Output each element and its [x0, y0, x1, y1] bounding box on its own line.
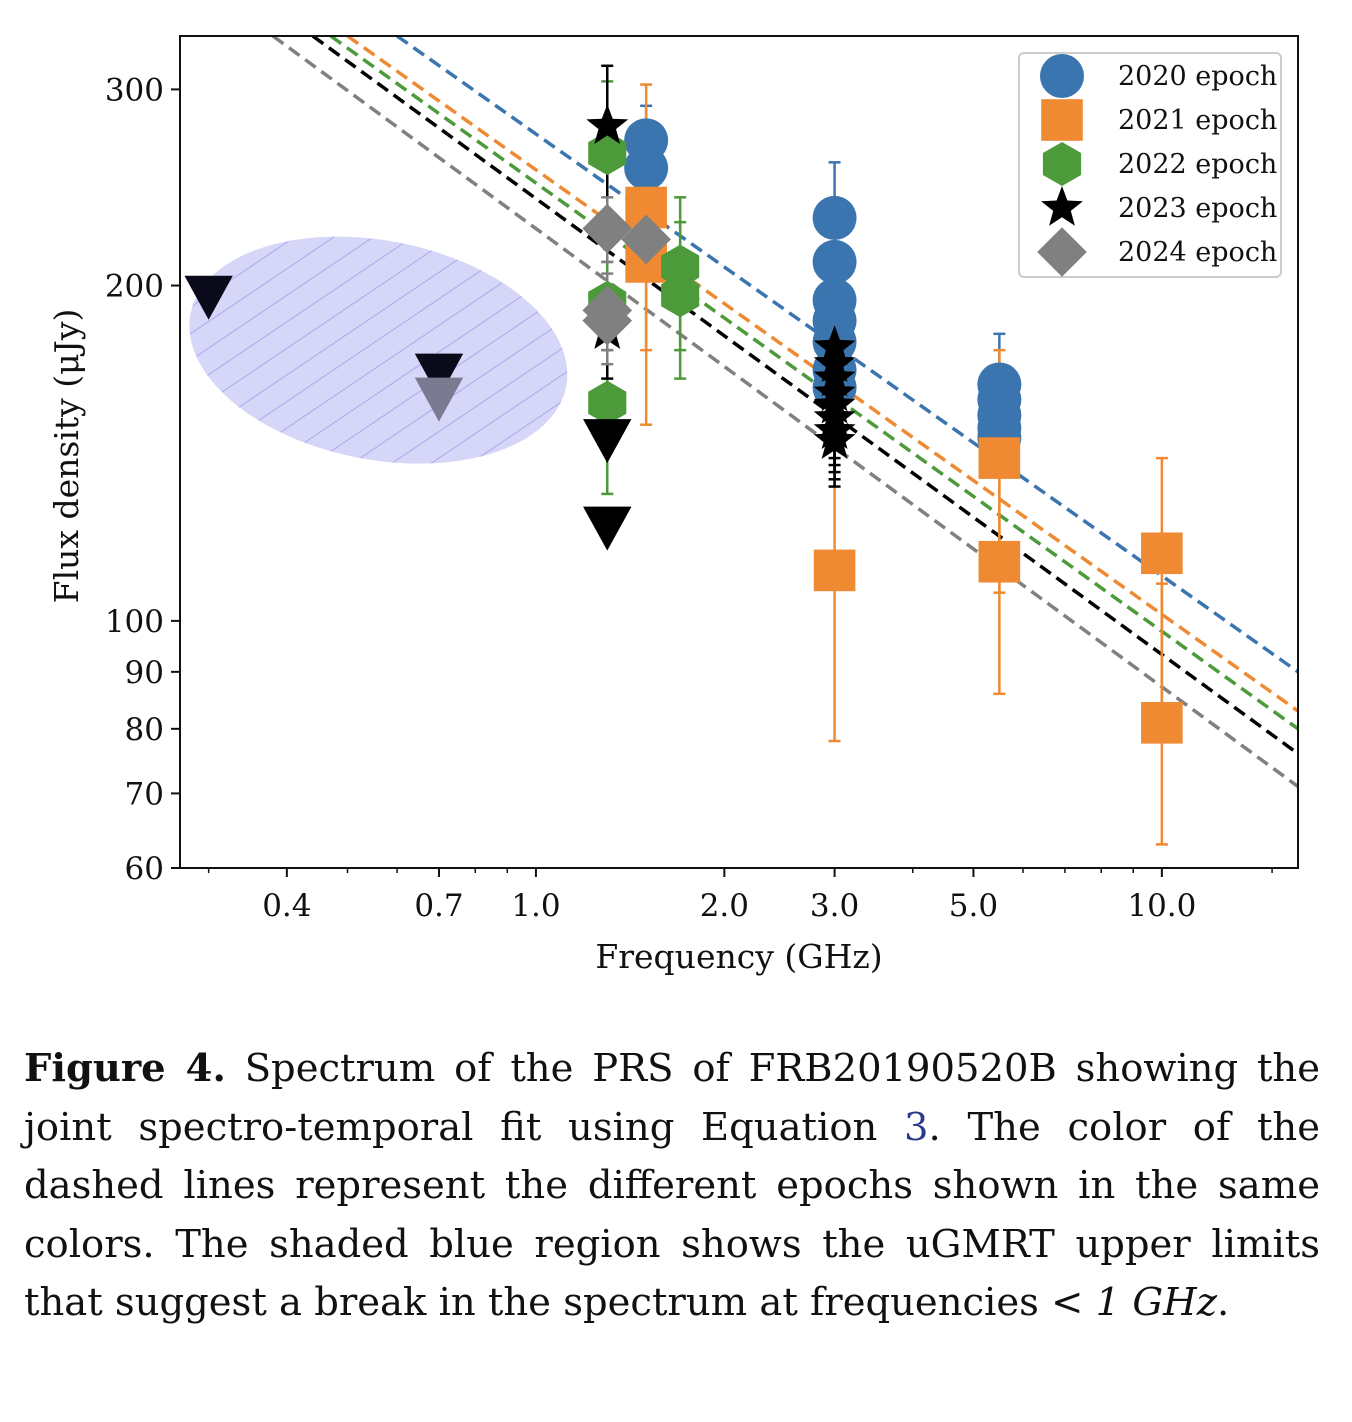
x-tick-label: 2.0	[700, 888, 749, 924]
data-point-hexagon-3-5	[661, 273, 700, 318]
y-tick-label: 100	[105, 604, 164, 640]
upper-limit-marker-1	[184, 275, 233, 320]
data-point-star-4-10	[813, 419, 856, 459]
legend-marker-diamond	[1037, 227, 1087, 277]
spectrum-figure: 0.4 0.7 1.0 2.0 3.0 5.0 10.060708090100200300 …	[47, 35, 1299, 976]
legend-marker-star	[1041, 186, 1083, 226]
y-axis-label: Flux density (μJy)	[47, 309, 86, 604]
data-point-circle-1-2	[624, 146, 669, 191]
caption-end: .	[1217, 1280, 1230, 1326]
legend-marker-hexagon	[1042, 142, 1082, 186]
data-point-square-2-6	[1141, 532, 1183, 575]
data-point-square-2-7	[1141, 702, 1183, 744]
x-tick-label: 0.4	[262, 888, 311, 924]
x-tick-label: 10.0	[1127, 888, 1196, 924]
x-axis-label: Frequency (GHz)	[595, 937, 882, 976]
data-point-circle-1-3	[812, 195, 857, 240]
legend: 2020 epoch 2021 epoch 2022 epoch 2023 epoch…	[1018, 52, 1282, 278]
upper-limit-marker-5	[583, 506, 632, 551]
upper-limit-marker-4	[583, 419, 632, 464]
data-point-square-2-3	[813, 549, 856, 592]
fit-line-4	[311, 36, 1298, 756]
legend-label: 2021 epoch	[1118, 105, 1277, 136]
caption-text: Spectrum of the PRS of FRB20190520B show…	[24, 1046, 1320, 1150]
data-point-square-2-5	[978, 540, 1021, 583]
caption-math: < 1 GHz	[1051, 1280, 1218, 1326]
x-tick-label: 0.7	[414, 888, 463, 924]
plot-area	[184, 36, 1298, 846]
legend-box	[1018, 52, 1282, 278]
y-tick-label: 60	[125, 851, 164, 887]
equation-reference-link[interactable]: 3	[904, 1104, 929, 1150]
plot-frame	[179, 35, 1299, 869]
legend-marker-square	[1041, 99, 1083, 141]
data-point-diamond-5-4	[621, 214, 671, 265]
y-tick-label: 70	[125, 776, 164, 812]
upper-limit-marker-2	[414, 353, 464, 398]
fit-line-5	[271, 36, 1298, 788]
upper-limit-marker-3	[414, 377, 464, 422]
y-tick-label: 200	[105, 269, 164, 305]
legend-label: 2024 epoch	[1118, 237, 1277, 268]
y-tick-label: 90	[125, 655, 164, 691]
x-tick-label: 3.0	[810, 888, 859, 924]
data-point-hexagon-3-4	[661, 244, 700, 289]
caption-label: Figure 4.	[24, 1046, 226, 1091]
fit-line-3	[329, 36, 1298, 731]
data-point-hexagon-3-3	[588, 380, 627, 425]
data-point-diamond-5-3	[582, 295, 633, 346]
y-tick-label: 300	[105, 72, 164, 108]
y-tick-label: 80	[125, 712, 164, 748]
x-tick-label: 5.0	[949, 888, 998, 924]
legend-marker-circle	[1040, 54, 1084, 98]
legend-label: 2022 epoch	[1118, 149, 1277, 180]
shaded-region-hatch	[189, 236, 568, 464]
data-point-square-2-4	[978, 437, 1021, 479]
data-point-hexagon-3-1	[588, 131, 627, 176]
x-tick-label: 1.0	[511, 888, 560, 924]
data-point-diamond-5-1	[582, 203, 633, 254]
legend-label: 2020 epoch	[1118, 61, 1277, 92]
data-point-circle-1-4	[812, 239, 857, 284]
figure-caption: Figure 4. Spectrum of the PRS of FRB2019…	[24, 1040, 1320, 1333]
caption-text-continued: . The color of the dashed lines represen…	[24, 1104, 1320, 1326]
data-point-star-4-1	[586, 104, 629, 144]
legend-label: 2023 epoch	[1118, 193, 1277, 224]
